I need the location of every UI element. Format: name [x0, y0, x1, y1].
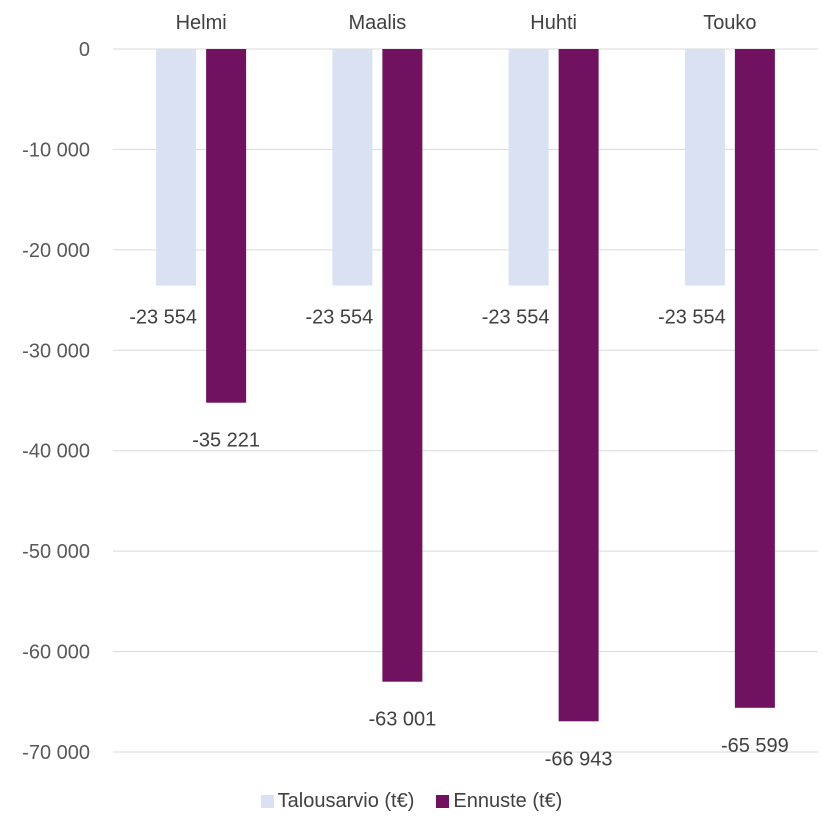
data-labels: -23 554 -35 221 -23 554 -63 001 -23 554 -66 9…: [129, 307, 789, 771]
data-label-ennuste-t-maalis: -63 001: [368, 709, 436, 731]
y-tick-label-1: -10 000: [22, 139, 90, 161]
bars: [156, 49, 775, 722]
y-tick-label-4: -40 000: [22, 441, 90, 463]
data-label-ennuste-t-huhti: -66 943: [545, 748, 613, 770]
y-tick-label-6: -60 000: [22, 642, 90, 664]
legend-label-talousarvio: Talousarvio (t€): [277, 790, 415, 812]
y-tick-label-5: -50 000: [22, 541, 90, 563]
legend-swatch-talousarvio: [260, 795, 274, 808]
category-label-maalis: Maalis: [348, 12, 406, 34]
category-label-touko: Touko: [703, 12, 756, 34]
category-label-helmi: Helmi: [176, 12, 227, 34]
bar-talousarvio-t-maalis: [332, 49, 373, 286]
y-axis-tick-labels: 0 -10 000 -20 000 -30 000 -40 000 -50 000 -60 …: [22, 39, 90, 764]
data-label-ennuste-t-helmi: -35 221: [192, 430, 260, 452]
legend-label-ennuste: Ennuste (t€): [453, 790, 563, 812]
data-label-talousarvio-t-touko: -23 554: [658, 307, 726, 329]
data-label-talousarvio-t-helmi: -23 554: [129, 307, 197, 329]
bar-talousarvio-t-helmi: [156, 49, 197, 286]
bar-talousarvio-t-touko: [684, 49, 725, 286]
bar-ennuste-t-maalis: [382, 49, 423, 682]
bar-ennuste-t-huhti: [558, 49, 599, 722]
bar-talousarvio-t-huhti: [508, 49, 549, 286]
data-label-talousarvio-t-huhti: -23 554: [482, 307, 550, 329]
legend-swatch-ennuste: [436, 795, 450, 808]
data-label-ennuste-t-touko: -65 599: [721, 735, 789, 757]
y-tick-label-2: -20 000: [22, 240, 90, 262]
bar-ennuste-t-helmi: [206, 49, 247, 403]
bar-ennuste-t-touko: [734, 49, 775, 708]
data-label-talousarvio-t-maalis: -23 554: [305, 307, 373, 329]
category-label-huhti: Huhti: [530, 12, 577, 34]
y-tick-label-0: 0: [79, 39, 90, 61]
y-tick-label-3: -30 000: [22, 340, 90, 362]
legend: Talousarvio (t€) Ennuste (t€): [0, 790, 823, 813]
y-tick-label-7: -70 000: [22, 742, 90, 764]
legend-item-talousarvio: Talousarvio (t€): [260, 790, 415, 813]
category-labels: Helmi Maalis Huhti Touko: [176, 12, 757, 34]
bar-chart: 0 -10 000 -20 000 -30 000 -40 000 -50 000 -60 …: [22, 12, 818, 771]
legend-item-ennuste: Ennuste (t€): [436, 790, 562, 813]
